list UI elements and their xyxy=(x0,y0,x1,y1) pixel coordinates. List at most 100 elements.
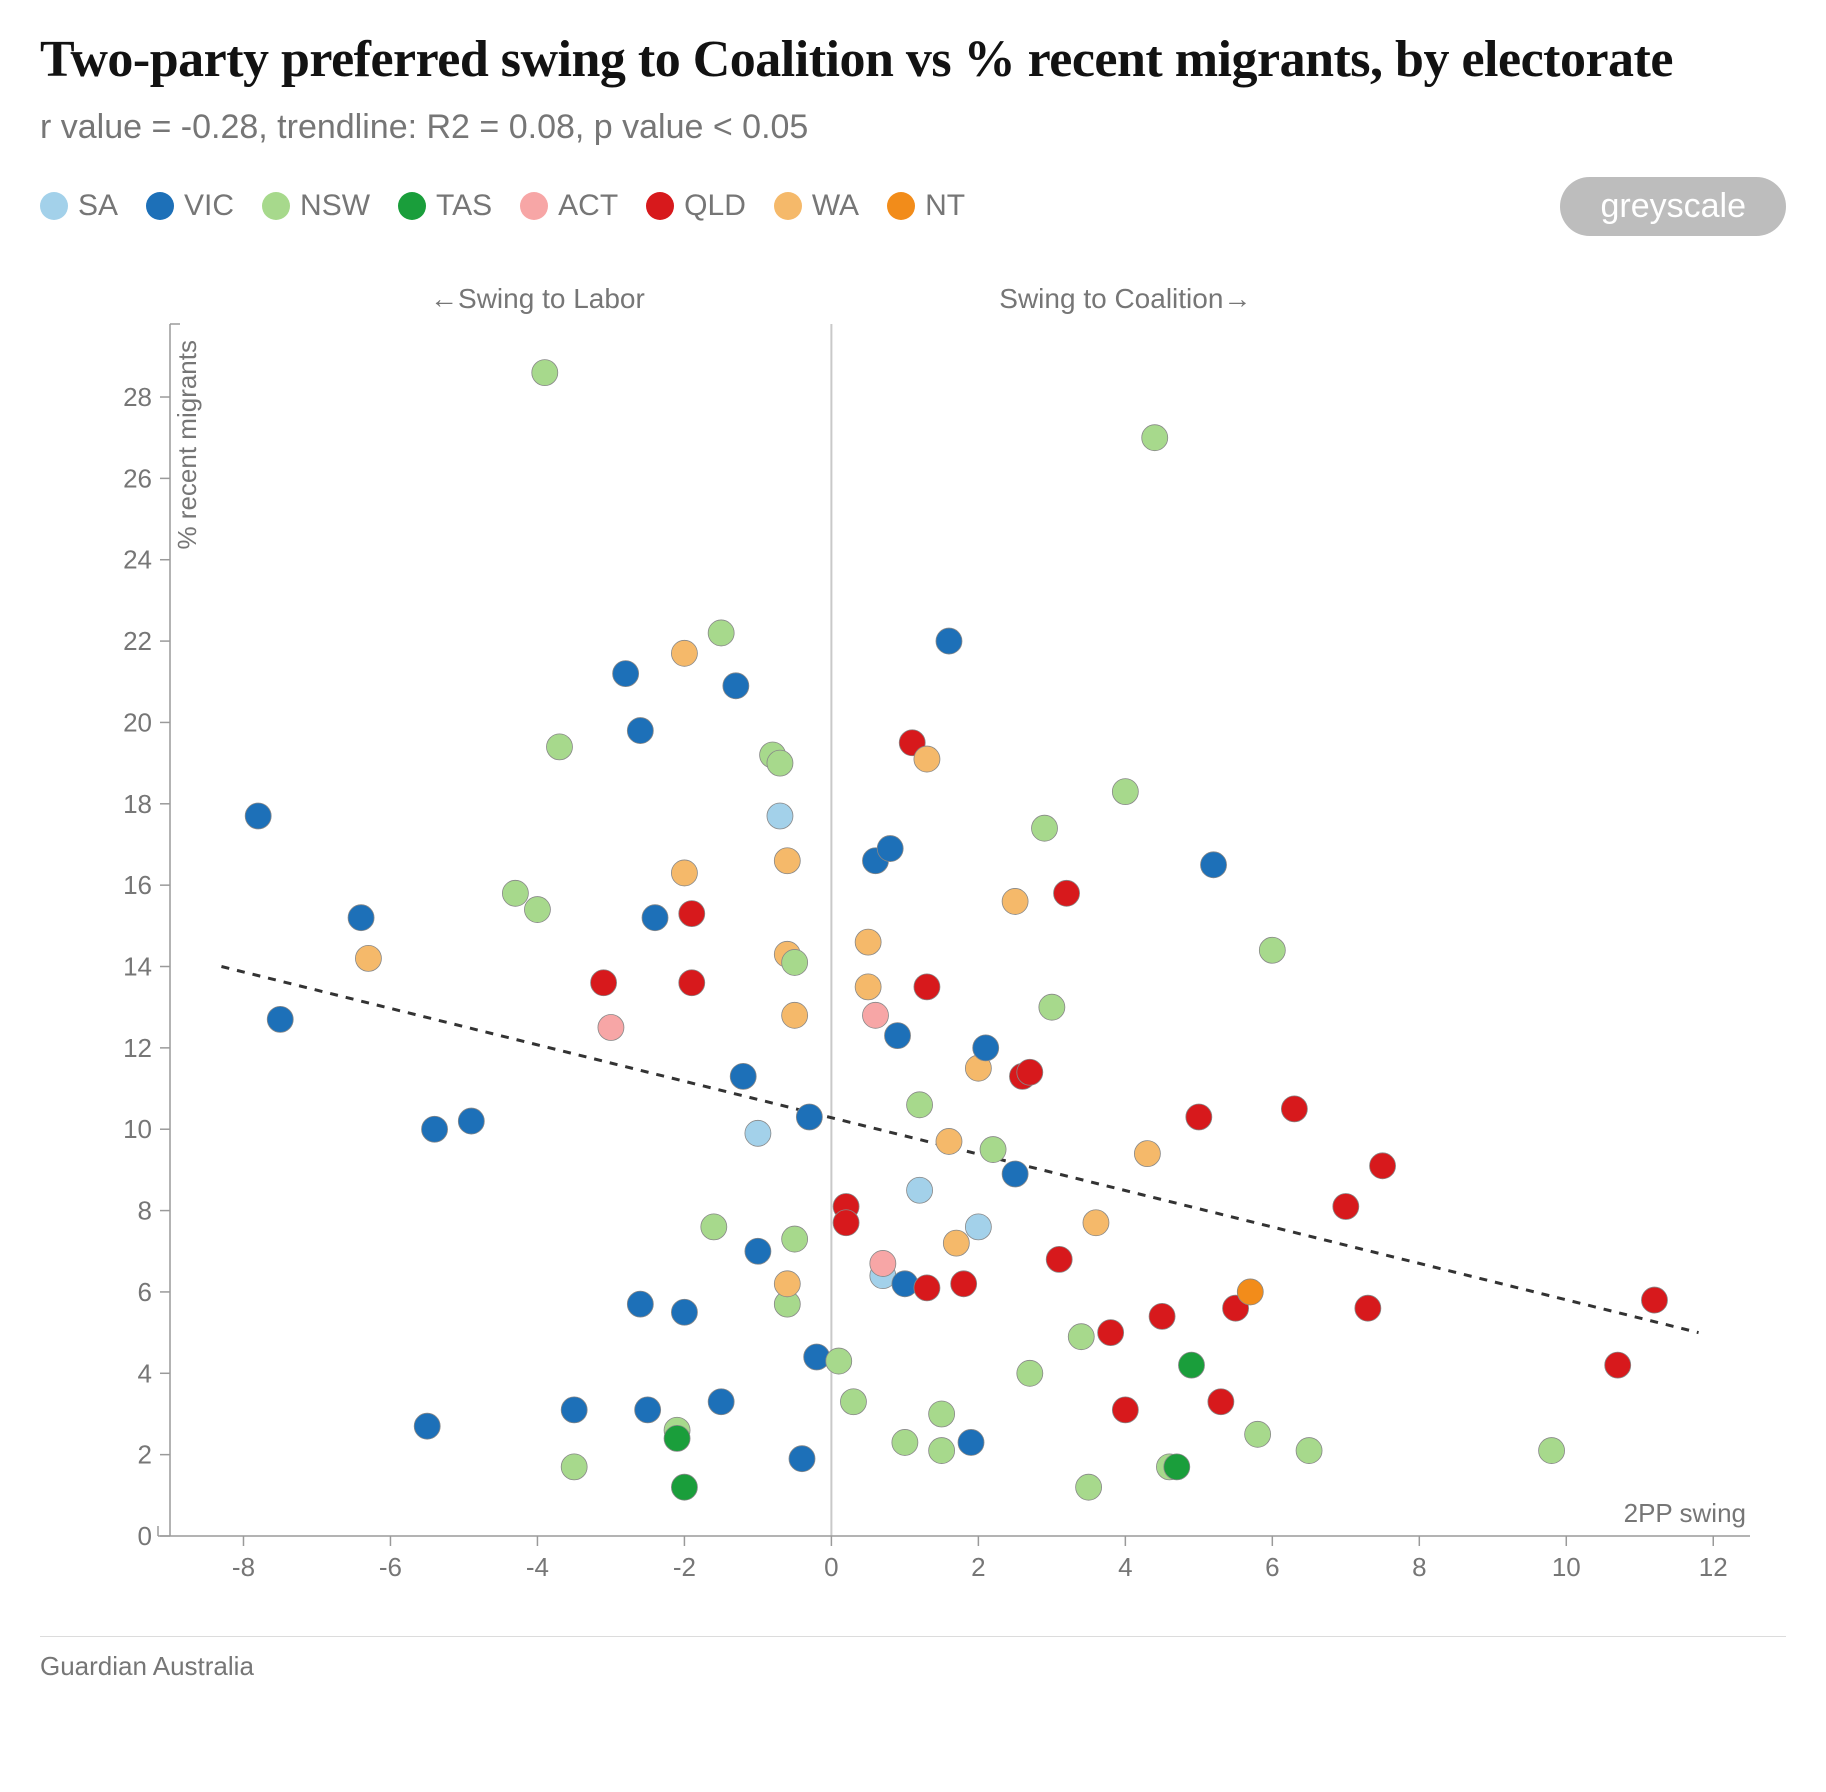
data-point[interactable] xyxy=(936,628,962,654)
data-point[interactable] xyxy=(524,896,550,922)
data-point[interactable] xyxy=(701,1214,727,1240)
data-point[interactable] xyxy=(782,949,808,975)
data-point[interactable] xyxy=(1164,1454,1190,1480)
data-point[interactable] xyxy=(1259,937,1285,963)
data-point[interactable] xyxy=(1370,1153,1396,1179)
data-point[interactable] xyxy=(782,1002,808,1028)
data-point[interactable] xyxy=(914,746,940,772)
data-point[interactable] xyxy=(1083,1210,1109,1236)
data-point[interactable] xyxy=(907,1092,933,1118)
data-point[interactable] xyxy=(796,1104,822,1130)
data-point[interactable] xyxy=(833,1210,859,1236)
data-point[interactable] xyxy=(267,1006,293,1032)
data-point[interactable] xyxy=(1149,1303,1175,1329)
data-point[interactable] xyxy=(679,900,705,926)
data-point[interactable] xyxy=(870,1250,896,1276)
data-point[interactable] xyxy=(885,1022,911,1048)
data-point[interactable] xyxy=(671,640,697,666)
data-point[interactable] xyxy=(627,1291,653,1317)
data-point[interactable] xyxy=(1237,1279,1263,1305)
data-point[interactable] xyxy=(1178,1352,1204,1378)
data-point[interactable] xyxy=(1641,1287,1667,1313)
data-point[interactable] xyxy=(1245,1421,1271,1447)
data-point[interactable] xyxy=(907,1177,933,1203)
legend-item-vic[interactable]: VIC xyxy=(146,189,234,223)
data-point[interactable] xyxy=(745,1120,771,1146)
data-point[interactable] xyxy=(862,1002,888,1028)
data-point[interactable] xyxy=(1054,880,1080,906)
data-point[interactable] xyxy=(532,359,558,385)
data-point[interactable] xyxy=(708,1389,734,1415)
data-point[interactable] xyxy=(826,1348,852,1374)
data-point[interactable] xyxy=(855,974,881,1000)
data-point[interactable] xyxy=(627,717,653,743)
data-point[interactable] xyxy=(1208,1389,1234,1415)
data-point[interactable] xyxy=(723,673,749,699)
data-point[interactable] xyxy=(892,1271,918,1297)
data-point[interactable] xyxy=(855,929,881,955)
data-point[interactable] xyxy=(767,803,793,829)
data-point[interactable] xyxy=(613,660,639,686)
data-point[interactable] xyxy=(561,1454,587,1480)
legend-item-wa[interactable]: WA xyxy=(774,189,859,223)
data-point[interactable] xyxy=(1539,1437,1565,1463)
data-point[interactable] xyxy=(1112,778,1138,804)
data-point[interactable] xyxy=(914,974,940,1000)
legend-item-tas[interactable]: TAS xyxy=(398,189,492,223)
legend-item-sa[interactable]: SA xyxy=(40,189,118,223)
legend-item-nsw[interactable]: NSW xyxy=(262,189,370,223)
data-point[interactable] xyxy=(1355,1295,1381,1321)
data-point[interactable] xyxy=(502,880,528,906)
data-point[interactable] xyxy=(774,1271,800,1297)
data-point[interactable] xyxy=(458,1108,484,1134)
data-point[interactable] xyxy=(965,1214,991,1240)
legend-item-act[interactable]: ACT xyxy=(520,189,618,223)
data-point[interactable] xyxy=(1002,1161,1028,1187)
data-point[interactable] xyxy=(1032,815,1058,841)
data-point[interactable] xyxy=(929,1401,955,1427)
data-point[interactable] xyxy=(598,1014,624,1040)
data-point[interactable] xyxy=(936,1128,962,1154)
data-point[interactable] xyxy=(774,848,800,874)
data-point[interactable] xyxy=(730,1063,756,1089)
data-point[interactable] xyxy=(355,945,381,971)
data-point[interactable] xyxy=(671,1474,697,1500)
data-point[interactable] xyxy=(671,860,697,886)
data-point[interactable] xyxy=(1186,1104,1212,1130)
data-point[interactable] xyxy=(1046,1246,1072,1272)
data-point[interactable] xyxy=(1296,1437,1322,1463)
data-point[interactable] xyxy=(245,803,271,829)
data-point[interactable] xyxy=(671,1299,697,1325)
data-point[interactable] xyxy=(561,1397,587,1423)
data-point[interactable] xyxy=(789,1446,815,1472)
data-point[interactable] xyxy=(1134,1140,1160,1166)
data-point[interactable] xyxy=(414,1413,440,1439)
data-point[interactable] xyxy=(1333,1193,1359,1219)
data-point[interactable] xyxy=(1605,1352,1631,1378)
data-point[interactable] xyxy=(877,835,903,861)
data-point[interactable] xyxy=(892,1429,918,1455)
data-point[interactable] xyxy=(804,1344,830,1370)
data-point[interactable] xyxy=(840,1389,866,1415)
data-point[interactable] xyxy=(973,1035,999,1061)
data-point[interactable] xyxy=(958,1429,984,1455)
data-point[interactable] xyxy=(708,620,734,646)
data-point[interactable] xyxy=(635,1397,661,1423)
legend-item-nt[interactable]: NT xyxy=(887,189,965,223)
data-point[interactable] xyxy=(1076,1474,1102,1500)
data-point[interactable] xyxy=(1017,1360,1043,1386)
data-point[interactable] xyxy=(1142,424,1168,450)
greyscale-button[interactable]: greyscale xyxy=(1560,177,1786,236)
data-point[interactable] xyxy=(664,1425,690,1451)
data-point[interactable] xyxy=(745,1238,771,1264)
data-point[interactable] xyxy=(767,750,793,776)
data-point[interactable] xyxy=(929,1437,955,1463)
legend-item-qld[interactable]: QLD xyxy=(646,189,746,223)
data-point[interactable] xyxy=(943,1230,969,1256)
data-point[interactable] xyxy=(1098,1319,1124,1345)
data-point[interactable] xyxy=(1002,888,1028,914)
data-point[interactable] xyxy=(422,1116,448,1142)
data-point[interactable] xyxy=(591,970,617,996)
data-point[interactable] xyxy=(1201,852,1227,878)
data-point[interactable] xyxy=(1281,1096,1307,1122)
